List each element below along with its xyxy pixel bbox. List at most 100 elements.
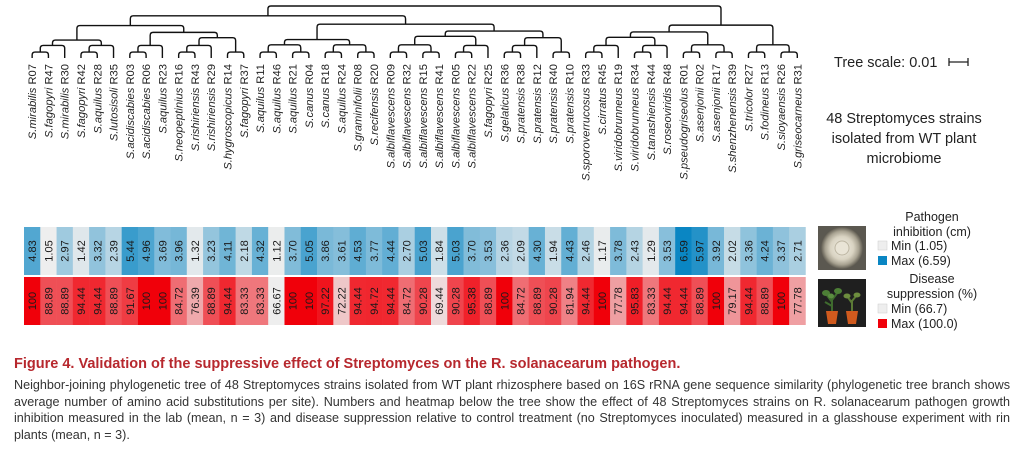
strain-label-s-acidiscabies-r06: S.acidiscabies R06 bbox=[141, 64, 153, 159]
suppression-cell bbox=[268, 277, 285, 325]
suppression-cell bbox=[756, 277, 774, 325]
suppression-cell bbox=[512, 277, 529, 325]
inhibition-value-label: 3.77 bbox=[369, 240, 381, 261]
suppression-value-label: 77.78 bbox=[613, 287, 625, 315]
strain-label-s-albiflavescens-r09: S.albiflavescens R09 bbox=[385, 64, 397, 168]
tree-branch bbox=[177, 51, 196, 58]
inhibition-value-label: 4.24 bbox=[760, 240, 772, 261]
strain-label-s-fagopyri-r42: S.fagopyri R42 bbox=[76, 64, 88, 138]
inhibition-cell bbox=[431, 227, 448, 275]
suppression-value-label: 94.72 bbox=[369, 287, 381, 315]
tree-branch bbox=[332, 44, 367, 53]
suppression-cell bbox=[593, 277, 611, 325]
strain-label-s-viridobrunneus-r19: S.viridobrunneus R19 bbox=[613, 64, 625, 172]
inhibition-cell bbox=[382, 227, 399, 275]
suppression-value-label: 94.44 bbox=[92, 287, 104, 315]
suppression-value-label: 76.39 bbox=[190, 287, 202, 315]
inhibition-value-label: 5.44 bbox=[125, 240, 137, 261]
inhibition-cell bbox=[740, 227, 757, 275]
inhibition-cell bbox=[528, 227, 546, 275]
suppression-cell bbox=[724, 277, 741, 325]
inhibition-cell bbox=[300, 227, 318, 275]
inhibition-value-label: 3.86 bbox=[320, 240, 332, 261]
suppression-value-label: 94.44 bbox=[353, 287, 365, 315]
suppression-value-label: 88.89 bbox=[206, 287, 218, 315]
tree-branch bbox=[462, 44, 489, 58]
suppression-cell bbox=[300, 277, 318, 325]
suppression-cell bbox=[463, 277, 481, 325]
tree-branch bbox=[283, 38, 351, 45]
tree-branch bbox=[31, 51, 50, 58]
inhibition-cell bbox=[40, 227, 57, 275]
inhibition-cell bbox=[203, 227, 220, 275]
suppression-value-label: 88.89 bbox=[532, 287, 544, 315]
suppression-value-label: 88.89 bbox=[483, 287, 495, 315]
inhibition-cell bbox=[317, 227, 334, 275]
strain-label-s-albiflavescens-r41: S.albiflavescens R41 bbox=[434, 64, 446, 168]
inhibition-cell bbox=[170, 227, 188, 275]
tree-branch bbox=[552, 51, 571, 58]
legend-suppression-min-swatch bbox=[877, 303, 888, 314]
suppression-value-label: 81.94 bbox=[564, 287, 576, 315]
inhibition-cell bbox=[235, 227, 253, 275]
suppression-value-label: 100 bbox=[597, 292, 609, 310]
tree-branch bbox=[605, 36, 656, 46]
strain-label-s-neopeptinius-r16: S.neopeptinius R16 bbox=[174, 64, 186, 162]
suppression-value-label: 94.44 bbox=[385, 287, 397, 315]
strain-label-s-gelaticus-r36: S.gelaticus R36 bbox=[499, 64, 511, 142]
suppression-cell bbox=[333, 277, 350, 325]
suppression-value-label: 94.44 bbox=[76, 287, 88, 315]
inhibition-cell bbox=[479, 227, 497, 275]
inhibition-value-label: 5.97 bbox=[695, 240, 707, 261]
legend-inhibition-title: Pathogen inhibition (cm) bbox=[893, 210, 971, 239]
legend-inhibition-max-swatch bbox=[878, 256, 887, 265]
inhibition-value-label: 2.46 bbox=[581, 240, 593, 261]
inhibition-value-label: 2.43 bbox=[630, 240, 642, 261]
tree-branch bbox=[503, 51, 522, 58]
tree-branch bbox=[324, 51, 343, 58]
strain-label-s-aquilus-r11: S.aquilus R11 bbox=[255, 64, 267, 133]
strain-label-s-hygroscopicus-r14: S.hygroscopicus R14 bbox=[223, 64, 235, 170]
inhibition-cell bbox=[707, 227, 725, 275]
suppression-cell bbox=[398, 277, 416, 325]
tree-branch bbox=[633, 51, 652, 58]
inhibition-cell bbox=[349, 227, 367, 275]
tree-branch bbox=[259, 51, 278, 58]
strain-label-s-fagopyri-r25: S.fagopyri R25 bbox=[483, 64, 495, 138]
inhibition-value-label: 1.84 bbox=[434, 240, 446, 261]
inhibition-value-label: 6.59 bbox=[678, 240, 690, 261]
suppression-value-label: 100 bbox=[304, 292, 316, 310]
inhibition-cell bbox=[219, 227, 236, 275]
inhibition-value-label: 4.53 bbox=[353, 240, 365, 261]
tree-branch bbox=[291, 51, 310, 58]
suppression-cell bbox=[24, 277, 41, 325]
legend-suppression-max-label: Max (100.0) bbox=[891, 317, 958, 331]
inhibition-cell bbox=[121, 227, 139, 275]
suppression-cell bbox=[610, 277, 627, 325]
inhibition-cell bbox=[724, 227, 741, 275]
suppression-cell bbox=[479, 277, 497, 325]
inhibition-value-label: 2.18 bbox=[239, 240, 251, 261]
tree-branch bbox=[129, 51, 147, 58]
strain-label-s-viridobrunneus-r34: S.viridobrunneus R34 bbox=[630, 64, 642, 172]
strain-count-note: 48 Streptomyces strains isolated from WT … bbox=[826, 111, 982, 167]
legend-suppression-min-label: Min (66.7) bbox=[891, 302, 947, 316]
tree-branch bbox=[137, 44, 164, 58]
suppression-cell bbox=[40, 277, 57, 325]
suppression-value-label: 90.28 bbox=[450, 287, 462, 315]
strain-label-s-canus-r04: S.canus R04 bbox=[304, 64, 316, 128]
tree-scale-label: Tree scale: 0.01 bbox=[834, 55, 937, 71]
inhibition-value-label: 4.11 bbox=[223, 241, 235, 262]
suppression-cell bbox=[496, 277, 513, 325]
suppression-value-label: 66.67 bbox=[271, 287, 283, 315]
inhibition-cell bbox=[414, 227, 432, 275]
suppression-value-label: 100 bbox=[711, 292, 723, 310]
strain-label-s-griseocarneus-r31: S.griseocarneus R31 bbox=[792, 64, 804, 168]
strain-label-s-albiflavescens-r15: S.albiflavescens R15 bbox=[418, 64, 430, 168]
inhibition-cell bbox=[251, 227, 269, 275]
inhibition-value-label: 1.32 bbox=[190, 240, 202, 261]
tree-branch bbox=[267, 44, 302, 53]
strain-label-s-tanashiensis-r44: S.tanashiensis R44 bbox=[646, 64, 658, 160]
inhibition-value-label: 3.36 bbox=[743, 240, 755, 261]
suppression-value-label: 91.67 bbox=[125, 287, 137, 315]
